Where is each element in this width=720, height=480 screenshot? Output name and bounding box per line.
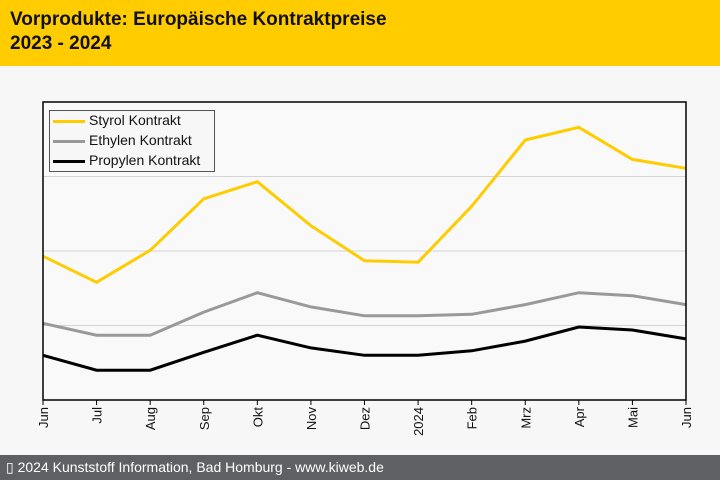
copyright-text: ▯ 2024 Kunststoff Information, Bad Hombu… — [6, 459, 384, 475]
legend-item-styrol: Styrol Kontrakt — [50, 111, 214, 131]
x-tick-label-12: Jun — [679, 407, 694, 428]
x-tick-label-7: 2024 — [411, 407, 426, 436]
footer-bar: ▯ 2024 Kunststoff Information, Bad Hombu… — [0, 455, 720, 480]
x-tick-label-0: Jun — [36, 407, 51, 428]
series-line-propylen — [42, 325, 687, 372]
header-bar: Vorprodukte: Europäische Kontraktpreise … — [0, 0, 720, 66]
legend-label-propylen: Propylen Kontrakt — [89, 152, 201, 168]
series-lines — [42, 125, 687, 372]
title-line-1: Vorprodukte: Europäische Kontraktpreise — [10, 9, 387, 30]
x-tick-label-4: Okt — [250, 407, 265, 428]
series-line-styrol — [42, 125, 687, 285]
legend-item-propylen: Propylen Kontrakt — [50, 151, 214, 171]
line-chart: Jun Jul Aug Sep Okt Nov Dez 2024 Feb Mrz Apr Mai Jun — [36, 101, 694, 436]
legend-swatch-styrol — [53, 120, 85, 123]
x-tick-label-5: Nov — [304, 407, 319, 431]
x-tick-label-3: Sep — [197, 407, 212, 430]
x-tick-label-11: Mai — [625, 407, 640, 428]
x-axis-ticks: Jun Jul Aug Sep Okt Nov Dez 2024 Feb Mrz Apr Mai Jun — [36, 400, 694, 436]
legend-label-ethylen: Ethylen Kontrakt — [89, 132, 192, 148]
series-line-ethylen — [42, 291, 687, 337]
legend-swatch-propylen — [53, 160, 85, 163]
x-tick-label-1: Jul — [90, 407, 105, 424]
x-tick-label-9: Mrz — [518, 407, 533, 429]
legend: Styrol Kontrakt Ethylen Kontrakt Propyle… — [49, 110, 215, 172]
x-tick-label-8: Feb — [465, 407, 480, 429]
legend-label-styrol: Styrol Kontrakt — [89, 112, 181, 128]
title-line-2: 2023 - 2024 — [10, 33, 112, 54]
legend-item-ethylen: Ethylen Kontrakt — [50, 131, 214, 151]
x-tick-label-6: Dez — [358, 407, 373, 430]
legend-swatch-ethylen — [53, 140, 85, 143]
chart-title: Vorprodukte: Europäische Kontraktpreise … — [10, 8, 387, 56]
x-tick-label-10: Apr — [572, 406, 587, 427]
x-tick-label-2: Aug — [143, 407, 158, 430]
